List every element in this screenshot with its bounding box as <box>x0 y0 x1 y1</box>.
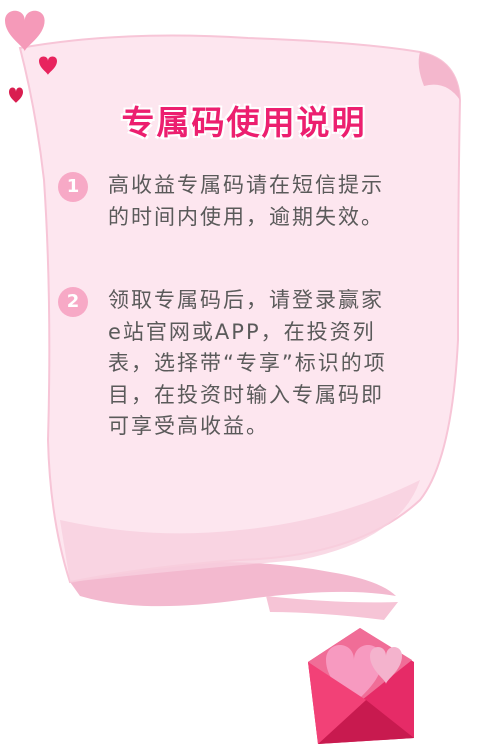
page-title: 专属码使用说明 <box>121 103 367 142</box>
paper-ribbon <box>266 596 398 620</box>
heart-icon <box>5 10 45 52</box>
heart-icon <box>9 87 23 103</box>
paper-bottom-fold <box>60 480 420 582</box>
step-number-badge: 1 <box>58 172 88 202</box>
step-number-badge: 2 <box>58 287 88 317</box>
paper-sheet <box>18 34 462 584</box>
instruction-text: 领取专属码后，请登录赢家e站官网或APP，在投资列表，选择带“专享”标识的项目，… <box>108 288 387 438</box>
heart-icon <box>39 56 57 75</box>
paper-corner-curl <box>418 52 460 100</box>
instruction-text: 高收益专属码请在短信提示的时间内使用，逾期失效。 <box>108 173 384 229</box>
envelope-icon <box>308 628 414 744</box>
